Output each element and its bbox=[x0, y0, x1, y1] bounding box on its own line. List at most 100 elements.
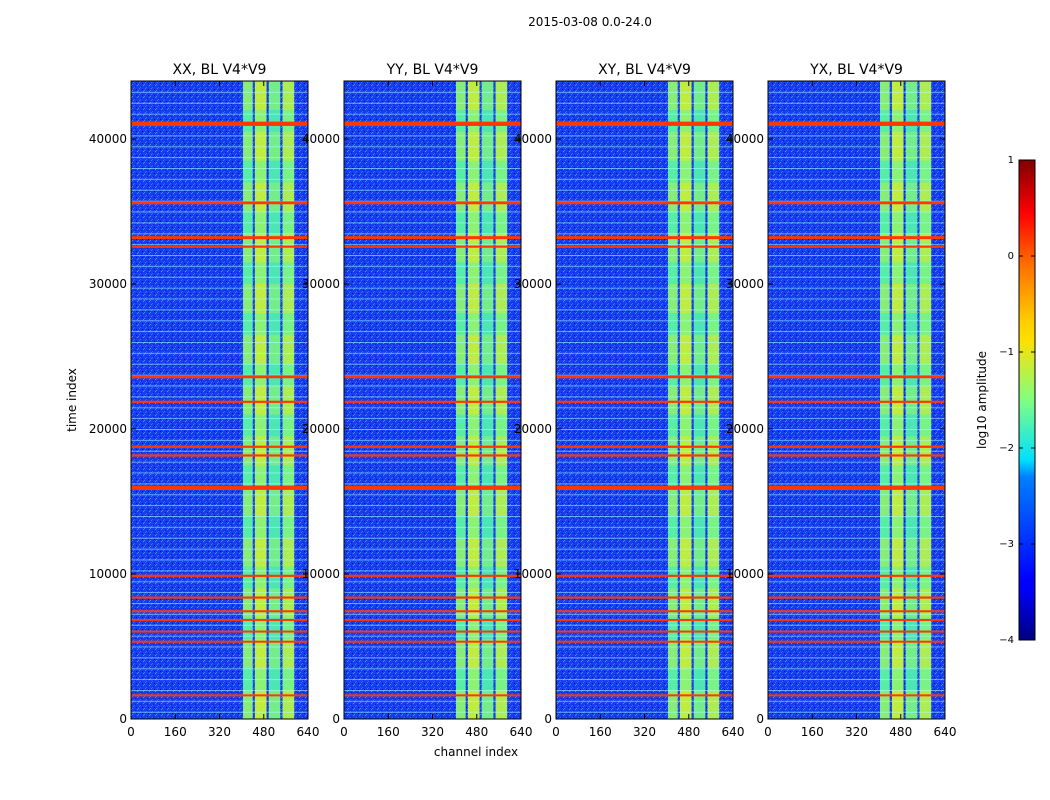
time-line bbox=[344, 646, 521, 648]
time-line bbox=[556, 233, 733, 235]
rfi-variation bbox=[456, 566, 466, 589]
time-line bbox=[131, 679, 308, 681]
time-line bbox=[131, 157, 308, 159]
time-line bbox=[131, 211, 308, 213]
rfi-variation bbox=[707, 262, 720, 284]
x-tick-label: 320 bbox=[845, 725, 868, 739]
rfi-channel-block bbox=[668, 81, 678, 719]
time-line bbox=[556, 363, 733, 365]
time-line bbox=[131, 537, 308, 539]
rfi-variation bbox=[481, 313, 494, 335]
y-tick-label: 20000 bbox=[514, 422, 552, 436]
rfi-variation bbox=[668, 262, 678, 284]
time-line bbox=[131, 505, 308, 507]
rfi-variation bbox=[679, 160, 692, 183]
time-line bbox=[344, 189, 521, 191]
time-line bbox=[556, 407, 733, 409]
rfi-variation bbox=[456, 160, 466, 183]
time-line bbox=[131, 657, 308, 659]
time-line bbox=[344, 298, 521, 300]
rfi-variation bbox=[467, 160, 480, 183]
time-line bbox=[131, 603, 308, 604]
time-line bbox=[556, 711, 733, 713]
time-line bbox=[556, 559, 733, 561]
time-line bbox=[131, 407, 308, 409]
flagged-time-band bbox=[344, 610, 521, 613]
time-line bbox=[131, 516, 308, 517]
rfi-variation bbox=[467, 617, 480, 640]
time-line bbox=[131, 418, 308, 420]
flagged-time-band bbox=[556, 618, 733, 621]
time-line bbox=[768, 429, 945, 430]
time-line bbox=[556, 244, 733, 246]
flagged-time-band bbox=[344, 574, 521, 577]
flagged-time-band bbox=[768, 121, 945, 126]
y-tick-label: 40000 bbox=[726, 132, 764, 146]
rfi-channel-block bbox=[891, 81, 904, 719]
time-line bbox=[556, 646, 733, 648]
time-line bbox=[768, 494, 945, 496]
flagged-time-band bbox=[131, 245, 308, 248]
time-line bbox=[344, 331, 521, 333]
time-line bbox=[131, 255, 308, 256]
time-line bbox=[556, 429, 733, 430]
time-line bbox=[768, 526, 945, 528]
time-line bbox=[344, 396, 521, 398]
x-tick-label: 0 bbox=[340, 725, 348, 739]
rfi-variation bbox=[919, 262, 932, 284]
rfi-variation bbox=[679, 110, 692, 132]
rfi-variation bbox=[919, 465, 932, 487]
rfi-variation bbox=[481, 465, 494, 487]
time-line bbox=[344, 548, 521, 550]
rfi-channel-block bbox=[919, 81, 932, 719]
time-line bbox=[768, 265, 945, 267]
flagged-time-band bbox=[768, 640, 945, 643]
time-line bbox=[768, 450, 945, 452]
time-line bbox=[556, 385, 733, 387]
x-tick-label: 480 bbox=[677, 725, 700, 739]
rfi-variation bbox=[282, 566, 295, 589]
time-line bbox=[344, 374, 521, 376]
time-line bbox=[556, 178, 733, 180]
time-line bbox=[556, 603, 733, 604]
rfi-variation bbox=[668, 617, 678, 640]
time-line bbox=[768, 168, 945, 169]
time-line bbox=[768, 505, 945, 507]
time-line bbox=[344, 613, 521, 615]
time-line bbox=[556, 298, 733, 300]
panel-title: YX, BL V4*V9 bbox=[809, 62, 903, 78]
colorbar-tick-label: −3 bbox=[999, 539, 1014, 550]
time-line bbox=[768, 113, 945, 115]
flagged-time-band bbox=[344, 640, 521, 643]
flagged-time-band bbox=[768, 618, 945, 621]
time-line bbox=[768, 385, 945, 387]
y-tick-label: 20000 bbox=[302, 422, 340, 436]
rfi-variation bbox=[481, 262, 494, 284]
time-line bbox=[556, 102, 733, 104]
time-line bbox=[344, 168, 521, 169]
rfi-variation bbox=[905, 110, 918, 132]
x-tick-label: 320 bbox=[208, 725, 231, 739]
rfi-variation bbox=[707, 414, 720, 437]
rfi-variation bbox=[693, 465, 706, 487]
time-line bbox=[556, 265, 733, 267]
rfi-variation bbox=[254, 617, 267, 640]
flagged-time-band bbox=[768, 236, 945, 240]
rfi-variation bbox=[243, 465, 253, 487]
rfi-variation bbox=[880, 110, 890, 132]
rfi-variation bbox=[495, 414, 508, 437]
time-line bbox=[556, 505, 733, 507]
time-line bbox=[131, 646, 308, 648]
time-line bbox=[131, 91, 308, 93]
panel-2: XY, BL V4*V9 0 160 320 480 640 0 10000 20000 3000… bbox=[514, 62, 745, 739]
flagged-time-band bbox=[556, 445, 733, 448]
x-tick-label: 160 bbox=[589, 725, 612, 739]
time-line bbox=[768, 255, 945, 256]
time-line bbox=[344, 233, 521, 235]
flagged-time-band bbox=[556, 400, 733, 403]
flagged-time-band bbox=[344, 485, 521, 490]
time-line bbox=[556, 483, 733, 485]
rfi-variation bbox=[495, 160, 508, 183]
rfi-variation bbox=[481, 617, 494, 640]
time-line bbox=[768, 483, 945, 485]
